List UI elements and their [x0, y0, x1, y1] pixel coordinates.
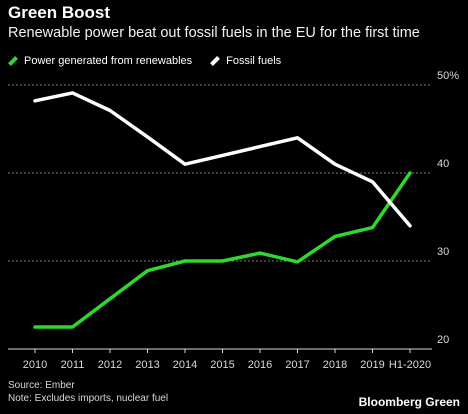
- x-tick-label: 2019: [360, 359, 384, 371]
- legend-label-fossil: Fossil fuels: [226, 55, 282, 67]
- y-tick-label: 30: [437, 246, 449, 258]
- x-tick-label: 2017: [285, 359, 309, 371]
- legend: Power generated from renewables Fossil f…: [8, 55, 299, 67]
- x-tick-label: 2011: [61, 359, 85, 371]
- exclusion-note: Note: Excludes imports, nuclear fuel: [8, 393, 169, 404]
- x-tick-label: 2013: [135, 359, 159, 371]
- x-tick-label: 2016: [248, 359, 272, 371]
- brand-logo: Bloomberg Green: [358, 395, 460, 409]
- x-tick-label: 2018: [323, 359, 347, 371]
- x-tick-label: 2010: [23, 359, 47, 371]
- legend-item-fossil: Fossil fuels: [210, 55, 281, 67]
- x-tick-label: 2014: [173, 359, 197, 371]
- x-tick-label: 2012: [98, 359, 122, 371]
- legend-item-renewables: Power generated from renewables: [8, 55, 192, 67]
- renewables-line: [33, 171, 412, 329]
- x-tick-label: 2015: [210, 359, 234, 371]
- source-note: Source: Ember: [8, 380, 75, 391]
- x-axis: 2010 2011 2012 2013 2014 2015 2016 2017 2018 2019…: [8, 348, 432, 371]
- y-tick-label: 40: [437, 158, 449, 170]
- legend-label-renewables: Power generated from renewables: [24, 55, 193, 67]
- y-tick-label: 20: [437, 334, 449, 346]
- chart-subtitle: Renewable power beat out fossil fuels in…: [8, 25, 420, 41]
- series-lines: [33, 91, 412, 329]
- y-tick-label: 50%: [437, 70, 459, 82]
- y-axis-labels: 50% 40 30 20: [437, 70, 459, 346]
- fossil-fuels-line: [33, 91, 412, 228]
- x-tick-label: H1-2020: [389, 359, 431, 371]
- chart-title: Green Boost: [8, 3, 111, 22]
- gridlines: [8, 84, 432, 262]
